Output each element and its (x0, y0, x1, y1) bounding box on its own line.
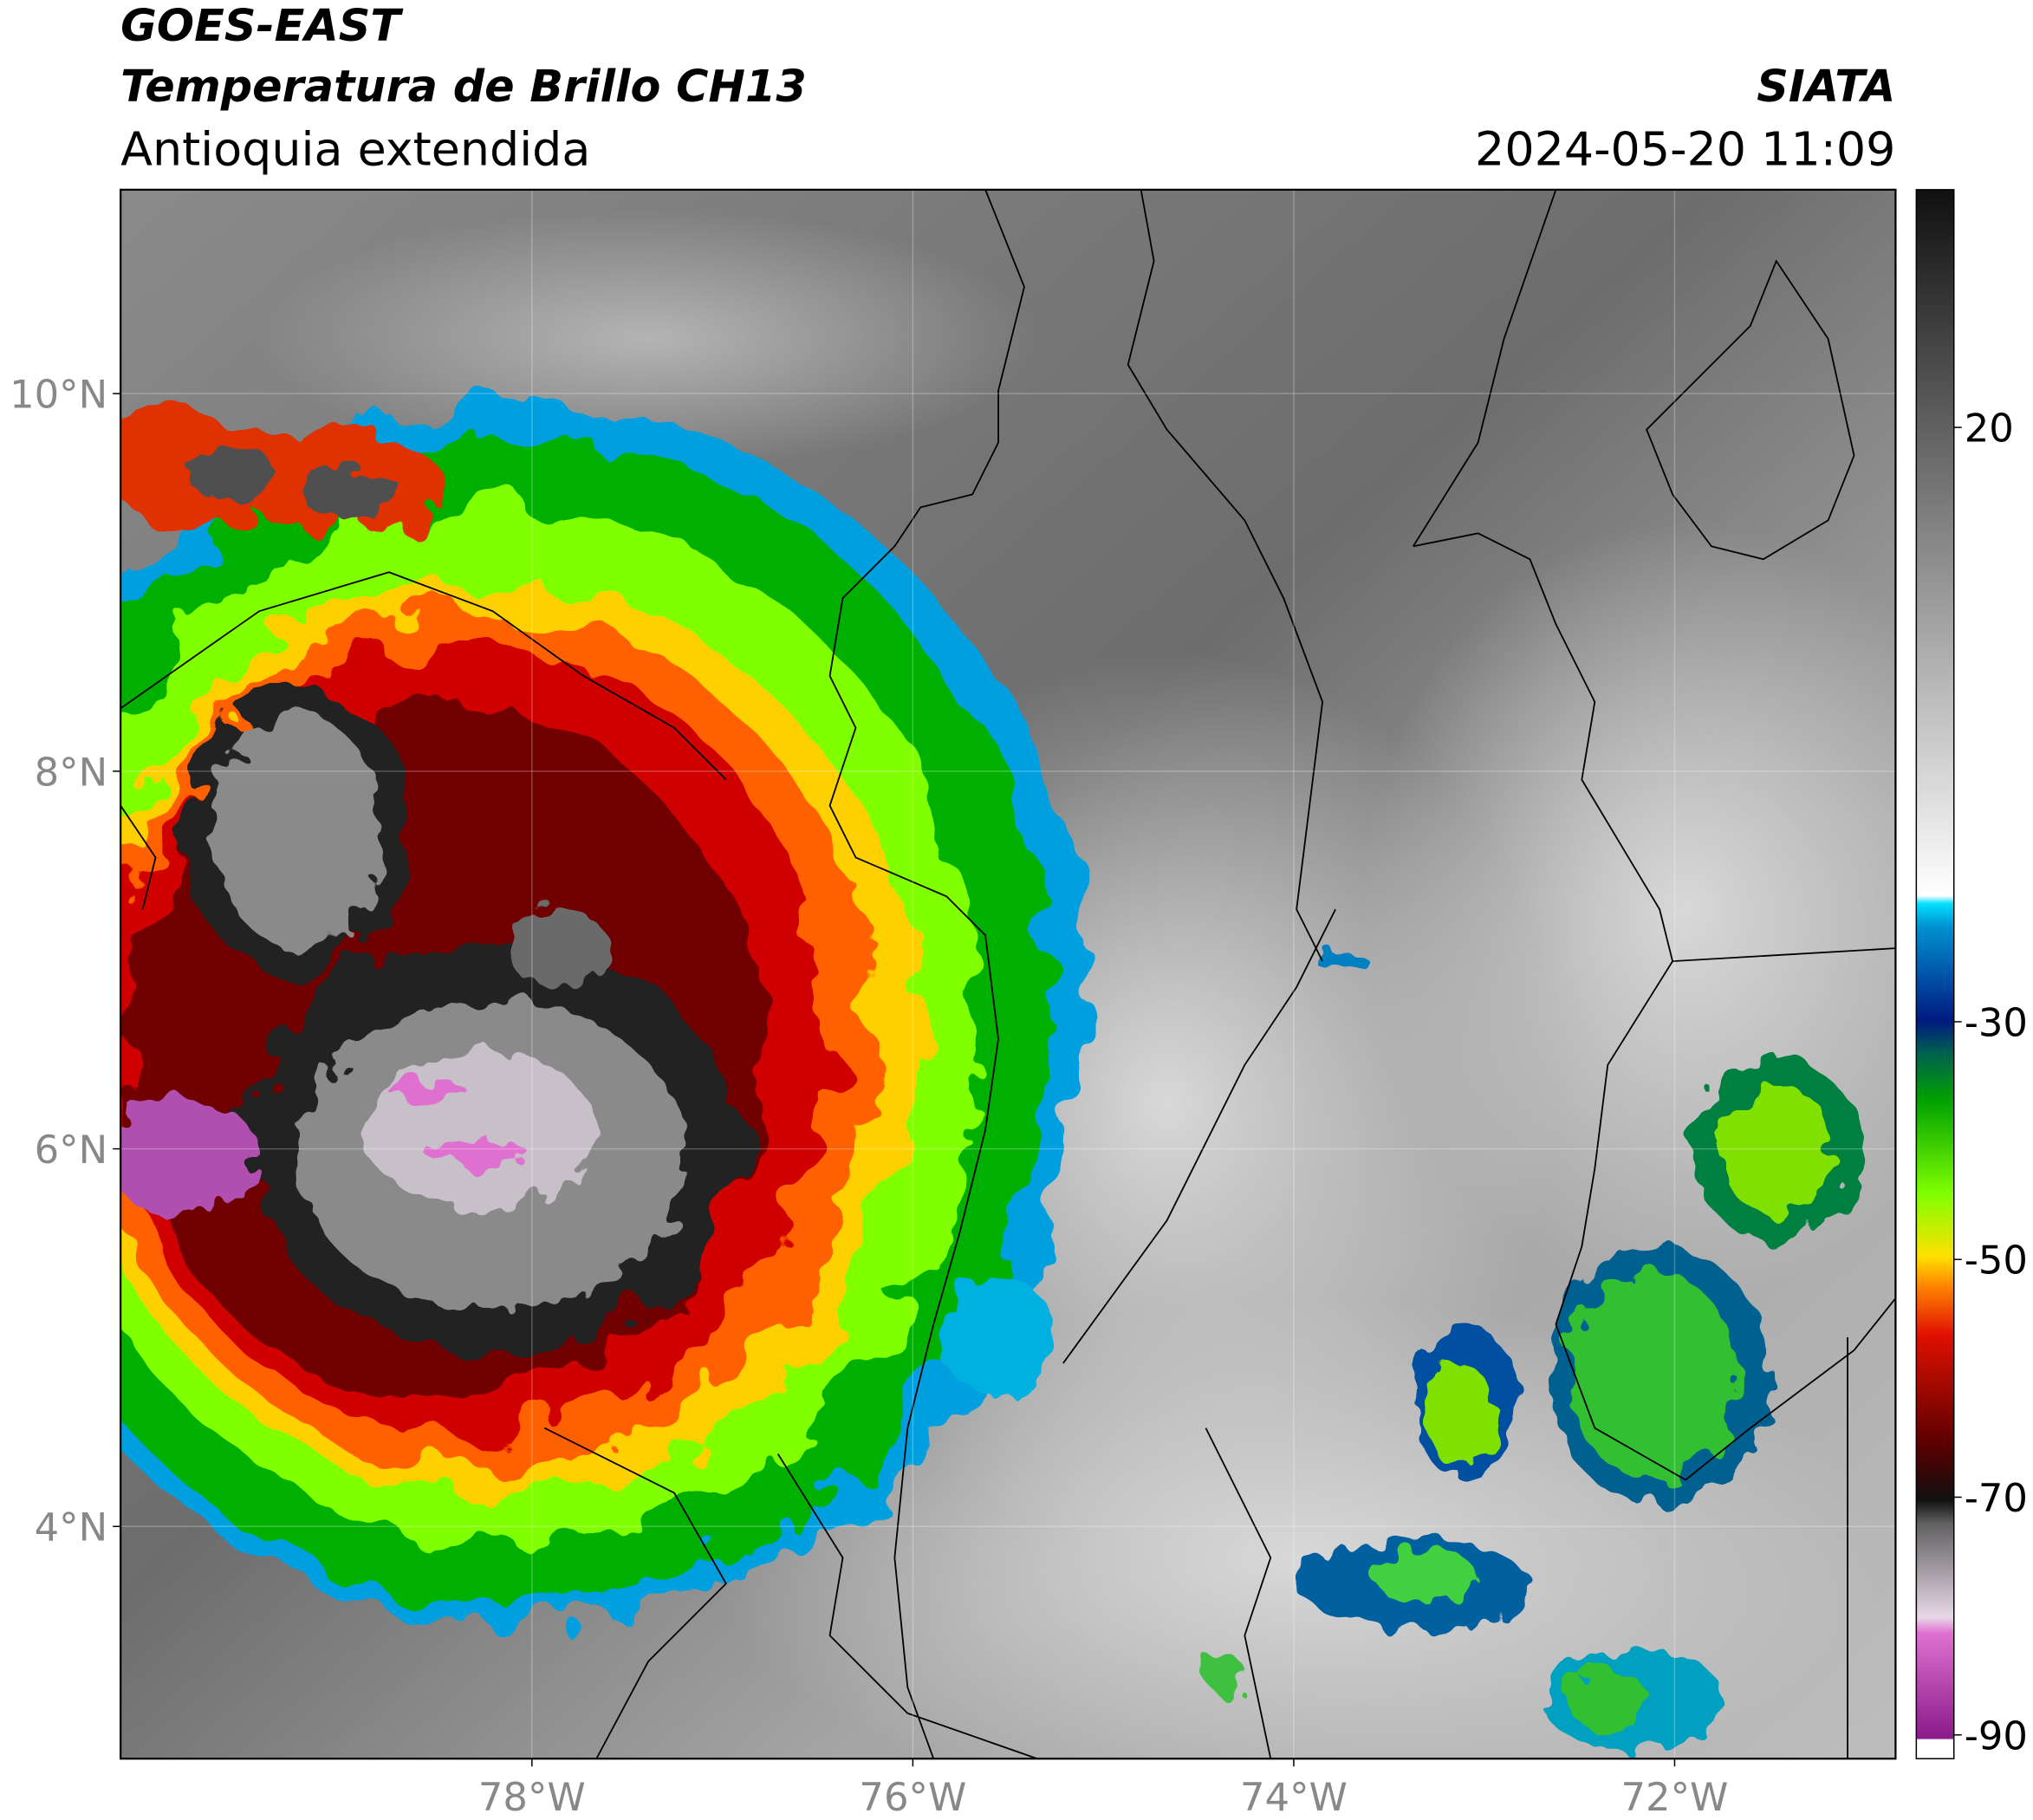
subtitle: Temperatura de Brillo CH13 (120, 61, 807, 112)
y-tick-label: 10°N (10, 372, 107, 418)
colorbar-tick-label: -30 (1965, 999, 2028, 1045)
map-frame (120, 188, 1897, 1760)
title: GOES-EAST (120, 0, 404, 51)
satellite-image (120, 189, 1896, 1759)
x-tick-label: 76°W (859, 1774, 966, 1820)
y-tick-label: 8°N (35, 749, 108, 795)
x-tick-label: 72°W (1621, 1774, 1729, 1820)
colorbar-tick-label: -50 (1965, 1238, 2028, 1284)
colorbar-tick-label: -70 (1965, 1475, 2028, 1521)
x-tick-label: 78°W (478, 1774, 586, 1820)
y-tick-label: 4°N (35, 1505, 108, 1550)
colorbar-tick-label: -90 (1965, 1713, 2028, 1758)
grid (120, 189, 1896, 1759)
source: SIATA (1757, 61, 1895, 112)
colorbar (1915, 189, 1955, 1759)
x-tick-label: 74°W (1240, 1774, 1348, 1820)
datetime: 2024-05-20 11:09 (1475, 121, 1895, 176)
region: Antioquia extendida (120, 121, 590, 176)
colorbar-tick-label: 20 (1965, 406, 2014, 452)
y-tick-label: 6°N (35, 1127, 108, 1173)
